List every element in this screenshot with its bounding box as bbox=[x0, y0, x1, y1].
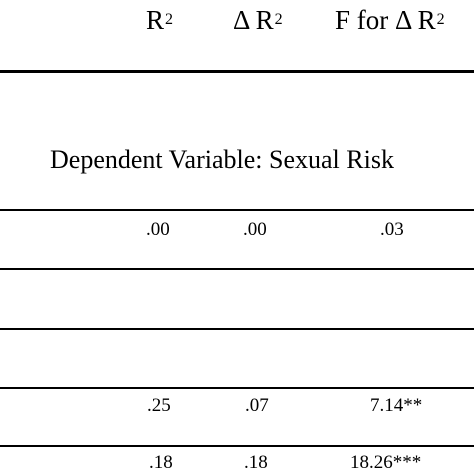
header-rule bbox=[0, 70, 474, 73]
cell-delta-r2: .00 bbox=[243, 219, 267, 240]
header-f-delta-r2-sup: 2 bbox=[436, 11, 445, 28]
cell-r2: .00 bbox=[146, 219, 170, 240]
header-delta-r2: Δ R2 bbox=[233, 7, 283, 34]
header-f-delta-r2-label: F for Δ R bbox=[335, 5, 436, 35]
header-r2-sup: 2 bbox=[165, 11, 174, 28]
cell-f-delta-r2: .03 bbox=[380, 219, 404, 240]
section-label: Dependent Variable: Sexual Risk bbox=[50, 145, 394, 174]
row-rule-5 bbox=[0, 445, 474, 447]
row-rule-3 bbox=[0, 328, 474, 330]
cell-delta-r2: .07 bbox=[245, 395, 269, 416]
cell-f-delta-r2: 18.26*** bbox=[350, 452, 422, 473]
row-rule-1 bbox=[0, 209, 474, 211]
cell-delta-r2: .18 bbox=[244, 452, 268, 473]
cell-r2: .18 bbox=[149, 452, 173, 473]
header-r2: R2 bbox=[146, 7, 173, 34]
header-delta-r2-label: Δ R bbox=[233, 5, 274, 35]
row-rule-2 bbox=[0, 268, 474, 270]
cell-f-delta-r2: 7.14** bbox=[370, 395, 423, 416]
cell-r2: .25 bbox=[147, 395, 171, 416]
header-delta-r2-sup: 2 bbox=[274, 11, 283, 28]
row-rule-4 bbox=[0, 387, 474, 389]
header-r2-label: R bbox=[146, 5, 165, 35]
header-f-delta-r2: F for Δ R2 bbox=[335, 7, 445, 34]
